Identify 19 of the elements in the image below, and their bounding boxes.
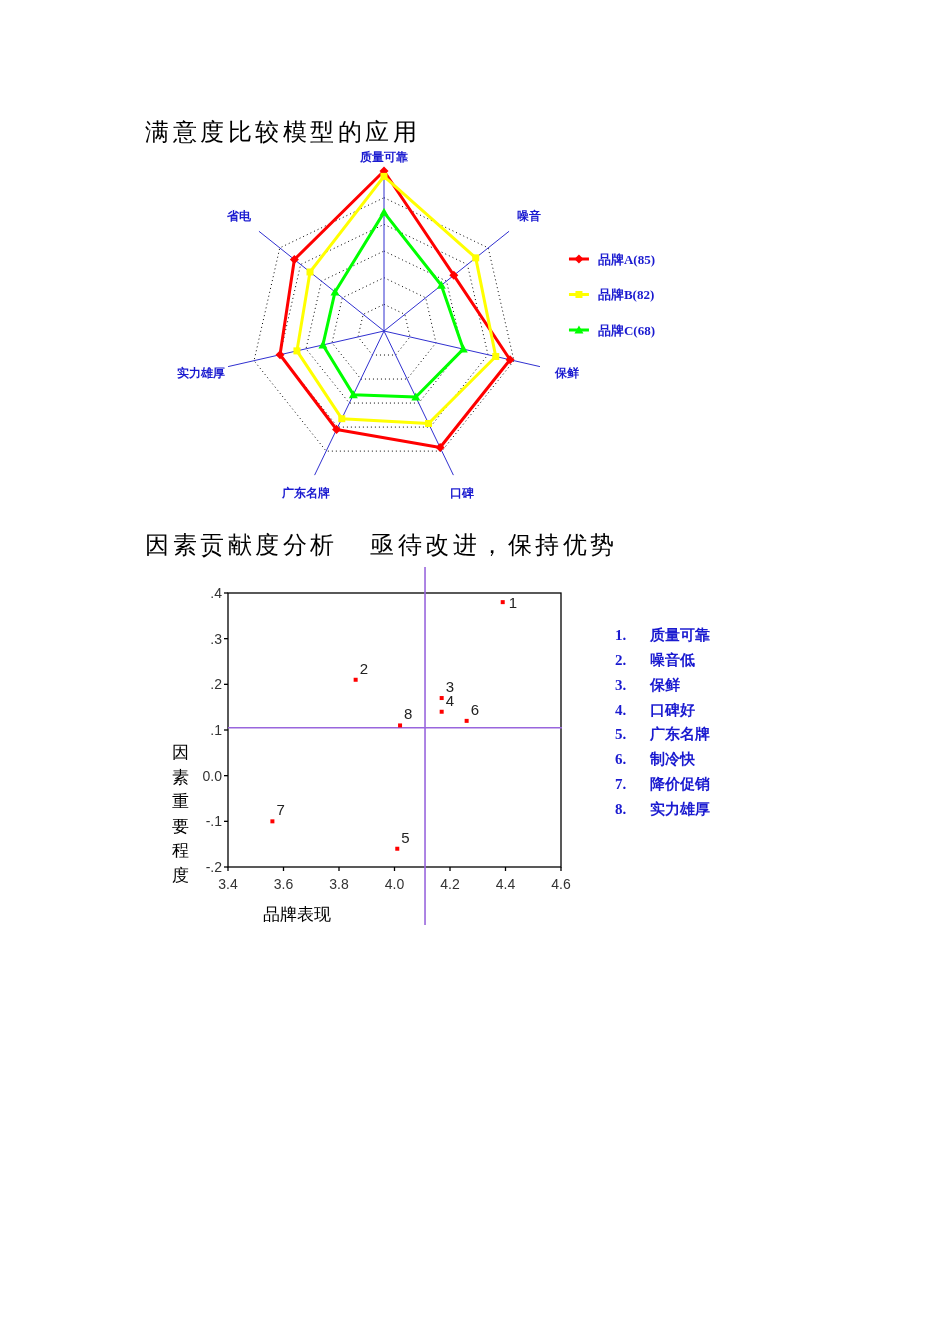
subtitle: 亟待改进，保持优势 (370, 532, 618, 558)
annotation: 8 (404, 705, 413, 723)
annotation: 6 (470, 700, 479, 718)
annotation: 5. 广东名牌 (615, 726, 710, 743)
annotation: 4. 口碑好 (615, 701, 695, 718)
xlabel: 品牌表现 (263, 905, 331, 924)
annotation: 7. 降价促销 (615, 776, 710, 793)
annotation: 7 (276, 801, 285, 819)
ylabel: 因素重要程度 (171, 743, 189, 885)
annotation: 6. 制冷快 (615, 751, 695, 768)
annotation: 1. 质量可靠 (615, 627, 710, 643)
annotation: 8. 实力雄厚 (615, 800, 710, 817)
title: 满意度比较模型的应用 (145, 119, 420, 145)
annotation: 5 (401, 828, 410, 846)
annotation: 2. 噪音低 (615, 651, 695, 668)
title: 因素贡献度分析 (145, 532, 338, 558)
annotation: 2 (359, 659, 368, 677)
annotation: 1 (508, 594, 518, 612)
annotation: 3. 保鲜 (615, 676, 680, 693)
